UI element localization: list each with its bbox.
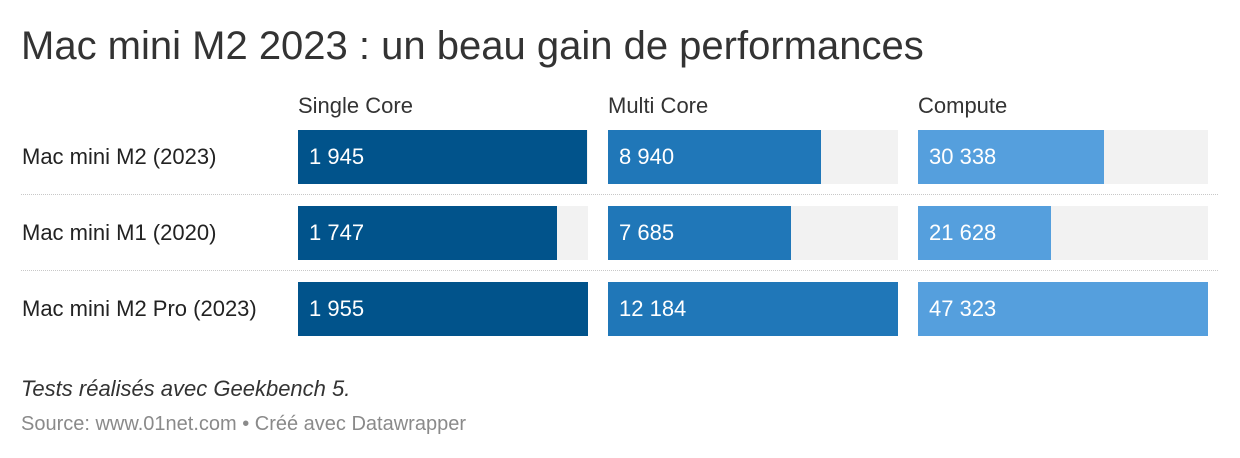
bar-value-label: 1 945 — [309, 144, 365, 169]
bar-value-label: 30 338 — [929, 144, 997, 169]
bar-track: 1 747 — [298, 206, 588, 260]
bar-track: 30 338 — [918, 130, 1208, 184]
bar-0-0: 1 945 — [298, 130, 587, 184]
column-header-0: Single Core — [298, 93, 413, 118]
bar-value-label: 7 685 — [619, 220, 675, 245]
column-header-2: Compute — [918, 93, 1008, 118]
bar-value-label: 12 184 — [619, 296, 687, 321]
row-divider — [21, 270, 1218, 271]
bar-track: 7 685 — [608, 206, 898, 260]
bar-1-1: 7 685 — [608, 206, 791, 260]
bar-track: 8 940 — [608, 130, 898, 184]
chart-source: Source: www.01net.com • Créé avec Datawr… — [21, 413, 466, 435]
bar-value-label: 1 747 — [309, 220, 365, 245]
bar-value-label: 8 940 — [619, 144, 675, 169]
bar-0-2: 1 955 — [298, 282, 588, 336]
row-label-1: Mac mini M1 (2020) — [22, 220, 217, 245]
bar-value-label: 21 628 — [929, 220, 997, 245]
bar-value-label: 1 955 — [309, 296, 365, 321]
bar-track: 1 945 — [298, 130, 588, 184]
bar-1-2: 12 184 — [608, 282, 898, 336]
column-header-1: Multi Core — [608, 93, 709, 118]
bar-0-1: 1 747 — [298, 206, 557, 260]
bar-value-label: 47 323 — [929, 296, 997, 321]
chart-note: Tests réalisés avec Geekbench 5. — [21, 376, 351, 401]
bar-2-1: 21 628 — [918, 206, 1051, 260]
bar-track: 12 184 — [608, 282, 898, 336]
bar-2-0: 30 338 — [918, 130, 1104, 184]
row-label-2: Mac mini M2 Pro (2023) — [22, 296, 257, 321]
row-label-0: Mac mini M2 (2023) — [22, 144, 217, 169]
bar-track: 47 323 — [918, 282, 1208, 336]
row-divider — [21, 194, 1218, 195]
bar-2-2: 47 323 — [918, 282, 1208, 336]
bar-1-0: 8 940 — [608, 130, 821, 184]
chart-title: Mac mini M2 2023 : un beau gain de perfo… — [21, 24, 924, 68]
bar-track: 21 628 — [918, 206, 1208, 260]
bar-track: 1 955 — [298, 282, 588, 336]
